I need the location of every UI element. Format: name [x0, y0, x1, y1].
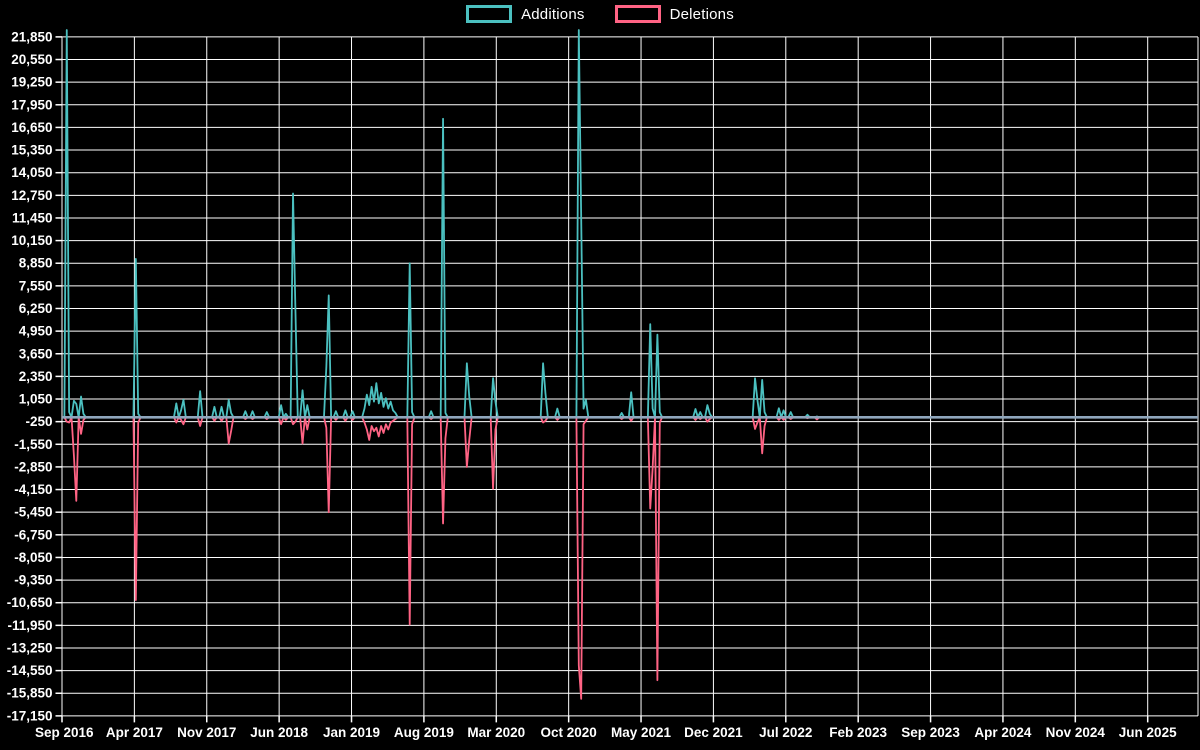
- additions-swatch: [466, 5, 513, 23]
- y-tick-label: -6,750: [14, 527, 52, 542]
- y-tick-label: -13,250: [7, 640, 53, 655]
- x-tick-label: Oct 2020: [541, 725, 597, 740]
- x-tick-label: Mar 2020: [467, 725, 525, 740]
- y-tick-label: -9,350: [14, 573, 52, 588]
- x-tick-label: Jul 2022: [759, 725, 812, 740]
- deletions-line[interactable]: [62, 416, 1198, 700]
- deletions-legend-label: Deletions: [669, 5, 734, 23]
- x-tick-label: Nov 2017: [177, 725, 236, 740]
- x-tick-label: Dec 2021: [684, 725, 743, 740]
- legend-item-additions[interactable]: Additions: [466, 5, 585, 23]
- y-tick-label: 3,650: [19, 346, 53, 361]
- y-tick-label: 19,250: [11, 75, 52, 90]
- deletions-swatch: [614, 5, 661, 23]
- y-tick-label: 8,850: [19, 256, 53, 271]
- y-tick-label: -11,950: [7, 618, 52, 633]
- additions-line[interactable]: [62, 29, 1198, 419]
- y-tick-label: -15,850: [7, 686, 53, 701]
- y-tick-label: 17,950: [11, 97, 52, 112]
- y-tick-label: 15,350: [11, 143, 52, 158]
- y-tick-label: 2,350: [19, 369, 53, 384]
- y-tick-label: -10,650: [7, 595, 53, 610]
- x-tick-label: May 2021: [611, 725, 672, 740]
- y-tick-label: 12,750: [11, 188, 52, 203]
- y-tick-label: -8,050: [14, 550, 52, 565]
- x-tick-label: Jun 2025: [1119, 725, 1177, 740]
- x-tick-label: Feb 2023: [829, 725, 887, 740]
- x-tick-label: Apr 2017: [106, 725, 163, 740]
- x-tick-label: Sep 2016: [35, 725, 94, 740]
- y-tick-label: 21,850: [11, 29, 52, 44]
- y-tick-label: 7,550: [19, 278, 53, 293]
- y-tick-label: -4,150: [14, 482, 52, 497]
- y-tick-label: -17,150: [7, 708, 53, 723]
- y-tick-label: -1,550: [14, 437, 52, 452]
- legend-item-deletions[interactable]: Deletions: [614, 5, 734, 23]
- y-tick-label: 14,050: [11, 165, 52, 180]
- chart-legend: Additions Deletions: [0, 5, 1200, 23]
- y-tick-label: -2,850: [14, 459, 52, 474]
- x-tick-label: Jun 2018: [250, 725, 308, 740]
- y-tick-label: 16,650: [11, 120, 52, 135]
- y-tick-label: 10,150: [11, 233, 52, 248]
- additions-legend-label: Additions: [521, 5, 585, 23]
- y-tick-label: 20,550: [11, 52, 52, 67]
- x-tick-label: Jan 2019: [323, 725, 380, 740]
- y-tick-label: 1,050: [19, 392, 53, 407]
- x-tick-label: Sep 2023: [901, 725, 960, 740]
- y-tick-label: -250: [25, 414, 52, 429]
- x-tick-label: Apr 2024: [974, 725, 1032, 740]
- y-tick-label: -5,450: [14, 505, 52, 520]
- y-tick-label: 11,450: [12, 210, 53, 225]
- y-tick-label: -14,550: [7, 663, 53, 678]
- x-tick-label: Aug 2019: [394, 725, 454, 740]
- y-tick-label: 4,950: [19, 324, 53, 339]
- y-tick-label: 6,250: [19, 301, 53, 316]
- x-tick-label: Nov 2024: [1046, 725, 1106, 740]
